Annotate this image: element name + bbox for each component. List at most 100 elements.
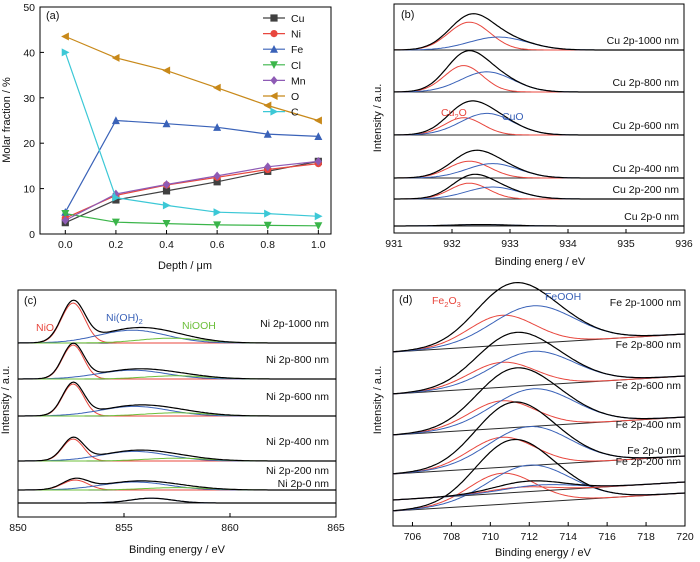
panel-b-spectrum-label: Cu 2p-400 nm	[612, 163, 679, 175]
panel-a-point-cl	[314, 222, 323, 231]
panel-a-legend-marker	[270, 61, 278, 69]
panel-a-legend-marker	[269, 92, 278, 100]
panel-c-spectrum-label: Ni 2p-800 nm	[266, 354, 329, 366]
panel-d-xtick-label: 716	[598, 531, 616, 543]
panel-a-point-c	[61, 48, 70, 57]
panel-b-spectrum-label: Cu 2p-600 nm	[612, 120, 679, 132]
panel-b-spectrum-envelope	[394, 100, 684, 136]
panel-c-label: (c)	[24, 295, 37, 307]
panel-b-spectrum-envelope	[394, 149, 684, 179]
panel-a-legend-label: Fe	[291, 44, 303, 56]
panel-c-xlabel: Binding energy / eV	[129, 544, 226, 556]
panel-a-ytick-label: 10	[23, 184, 35, 196]
panel-d-xtick-label: 718	[637, 531, 655, 543]
panel-b-spectrum-envelope	[394, 13, 684, 51]
panel-a-legend-label: Cl	[291, 60, 301, 72]
panel-d-spectrum-label: Fe 2p-600 nm	[616, 380, 682, 392]
panel-d-spectrum-component	[392, 361, 686, 395]
panel-a-label: (a)	[46, 10, 59, 22]
panel-a-legend-marker	[270, 29, 278, 38]
panel-a-xtick-label: 0.6	[210, 239, 225, 251]
panel-b-spectrum-envelope	[394, 50, 684, 93]
panel-a-point-o	[263, 101, 272, 110]
panel-b-frame	[393, 3, 685, 234]
panel-a-point-fe	[263, 129, 272, 138]
panel-a-xlabel: Depth / μm	[158, 260, 212, 272]
panel-a-point-cu	[162, 187, 171, 195]
panel-c-spectrum-component	[17, 329, 336, 344]
panel-b-spectrum-label: Cu 2p-1000 nm	[607, 35, 680, 47]
panel-d-annotation-text: FeOOH	[545, 291, 581, 303]
panel-a-point-cu	[112, 196, 120, 204]
panel-a-xtick-label: 0.4	[159, 239, 174, 251]
panel-d-ylabel: Intensity / a.u.	[372, 366, 384, 434]
panel-d-spectrum-envelope	[392, 331, 686, 395]
panel-a-legend-label: Mn	[291, 75, 306, 87]
panel-c-spectrum-component	[18, 337, 336, 344]
panel-a-point-c	[213, 208, 222, 217]
panel-a-xtick-label: 0.2	[109, 239, 124, 251]
panel-d-spectrum-envelope	[392, 282, 686, 353]
panel-c-annotation-text: NiO	[36, 322, 54, 334]
panel-a-point-c	[162, 201, 171, 210]
panel-a-xtick-label: 1.0	[311, 239, 326, 251]
panel-d-spectrum-envelope	[392, 401, 686, 475]
panel-a-point-mn	[162, 180, 171, 189]
panel-b-annotation-text: CuO	[502, 111, 524, 123]
panel-c: (c) Binding energy / eV Intensity / a.u.…	[0, 289, 345, 556]
panel-a-point-o	[111, 53, 120, 62]
panel-d-spectrum-label: Fe 2p-800 nm	[616, 339, 682, 351]
panel-d-xtick-label: 714	[559, 531, 577, 543]
panel-c-annotation-sub: 2	[139, 317, 143, 326]
panel-a-ytick-label: 50	[23, 2, 35, 14]
panel-a-point-o	[314, 116, 322, 125]
panel-c-spectrum-label: Ni 2p-0 nm	[278, 478, 330, 490]
panel-c-spectrum-envelope	[18, 381, 336, 417]
panel-b-spectrum-label: Cu 2p-800 nm	[612, 77, 679, 89]
panel-a-point-cl	[263, 221, 272, 230]
panel-b-annotation: Cu2O	[441, 107, 467, 121]
panel-a-series-line-c	[64, 52, 319, 217]
panel-a: (a) Depth / μm Molar fraction / % 0.0 0.2…	[1, 2, 332, 272]
panel-d: (d) Binding energy / eV Intensity / a.u.…	[372, 282, 694, 559]
panel-d-xlabel: Binding energy / eV	[495, 547, 592, 559]
panel-c-spectrum-envelope	[18, 342, 336, 380]
panel-a-point-mn	[314, 156, 322, 166]
panel-a-legend-marker	[270, 45, 278, 53]
panel-a-ylabel: Molar fraction / %	[1, 77, 13, 163]
panel-d-spectrum-envelope	[392, 480, 686, 501]
panel-a-series-line-mn	[65, 160, 319, 221]
panel-a-legend-marker	[270, 14, 278, 22]
panel-c-spectrum-envelope	[18, 436, 336, 462]
panel-c-ylabel: Intensity / a.u.	[0, 366, 12, 434]
panel-b-xtick-label: 932	[443, 238, 461, 250]
panel-a-point-c	[314, 212, 323, 221]
panel-c-spectrum-label: Ni 2p-1000 nm	[260, 318, 329, 330]
panel-a-point-fe	[162, 119, 171, 128]
panel-b-xtick-label: 935	[617, 238, 635, 250]
panel-c-annotation-text: Ni(OH)	[106, 312, 139, 324]
panel-a-point-cu	[213, 178, 221, 186]
panel-a-legend-label: Ni	[291, 29, 301, 41]
panel-c-annotation: Ni(OH)2	[106, 312, 143, 326]
panel-b-xtick-label: 936	[675, 238, 693, 250]
panel-b-annotation: CuO	[502, 111, 524, 123]
panel-b-xtick-label: 933	[501, 238, 519, 250]
panel-a-point-cl	[61, 209, 70, 218]
panel-d-spectrum-label: Fe 2p-0 nm	[627, 445, 681, 457]
panel-a-xtick-label: 0.0	[58, 239, 73, 251]
panel-b-spectrum-label: Cu 2p-200 nm	[612, 184, 679, 196]
panel-d-label: (d)	[399, 294, 412, 306]
panel-a-ytick-label: 20	[23, 138, 35, 150]
panel-c-spectrum-component	[18, 450, 336, 462]
panel-d-xtick-label: 706	[404, 531, 422, 543]
panel-c-spectrum-envelope	[18, 477, 336, 491]
panel-a-xtick-label: 0.8	[260, 239, 275, 251]
panel-c-spectrum-envelope	[18, 497, 336, 504]
panel-d-xtick-label: 710	[482, 531, 500, 543]
panel-a-point-cl	[111, 218, 120, 227]
panel-a-point-mn	[264, 162, 272, 172]
panel-c-annotation: NiOOH	[182, 320, 216, 332]
panel-c-spectrum-label: Ni 2p-200 nm	[266, 465, 329, 477]
panel-c-annotation: NiO	[36, 322, 54, 334]
